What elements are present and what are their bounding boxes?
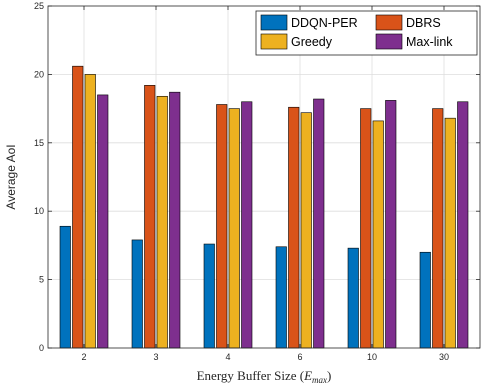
bar-dbrs-3 [144,85,156,349]
x-axis-label: Energy Buffer Size (Emax) [197,368,332,385]
x-tick-label: 3 [153,352,158,362]
bar-dbrs-2 [72,65,84,349]
legend-swatch-max-link [375,33,403,50]
bar-dbrs-6 [288,106,300,349]
bar-greedy-2 [84,74,96,349]
x-axis-label-close: ) [327,368,331,383]
bar-ddqn-per-10 [347,247,359,349]
legend-swatch-ddqn-per [260,14,288,31]
y-tick-label: 20 [34,69,44,79]
bar-greedy-4 [228,108,240,349]
bar-max-link-6 [313,98,325,349]
bar-ddqn-per-3 [131,239,143,349]
bar-max-link-2 [97,94,109,349]
x-tick-label: 10 [367,352,377,362]
bar-ddqn-per-30 [419,251,431,349]
y-tick-label: 0 [39,343,44,353]
bar-ddqn-per-2 [59,225,71,349]
bar-max-link-30 [457,101,469,349]
x-axis-label-text: Energy Buffer Size ( [197,368,304,383]
bar-greedy-6 [300,112,312,349]
y-tick-label: 5 [39,275,44,285]
legend-label-ddqn-per: DDQN-PER [291,16,358,30]
y-tick-label: 15 [34,138,44,148]
bar-dbrs-10 [360,108,372,349]
x-tick-label: 4 [225,352,230,362]
legend-label-greedy: Greedy [291,35,333,49]
x-axis-label-math: E [303,368,312,383]
plot-frame [47,5,481,349]
legend-label-dbrs: DBRS [406,16,441,30]
grid-lines [48,6,480,348]
x-axis-label-subscript: max [312,375,327,385]
x-tick-label: 30 [439,352,449,362]
x-tick-label: 6 [297,352,302,362]
axis-ticks: 0 5 10 15 20 25 2 3 4 6 10 30 [34,1,480,362]
y-tick-label: 25 [34,1,44,11]
bar-max-link-10 [385,100,397,349]
legend-swatch-dbrs [375,14,403,31]
y-tick-label: 10 [34,206,44,216]
bar-greedy-10 [372,120,384,349]
legend-box [255,10,478,56]
y-axis-label: Average AoI [4,144,18,209]
bar-ddqn-per-6 [275,246,287,349]
legend: DDQN-PER DBRS Greedy Max-link [255,10,478,56]
legend-swatch-greedy [260,33,288,50]
bar-greedy-30 [444,117,456,349]
bar-greedy-3 [156,95,168,349]
bar-dbrs-4 [216,104,228,349]
legend-label-max-link: Max-link [406,35,453,49]
bars [59,65,469,349]
bar-max-link-3 [169,91,181,349]
bar-ddqn-per-4 [203,243,215,349]
bar-dbrs-30 [432,108,444,349]
x-tick-label: 2 [81,352,86,362]
bar-max-link-4 [241,101,253,349]
